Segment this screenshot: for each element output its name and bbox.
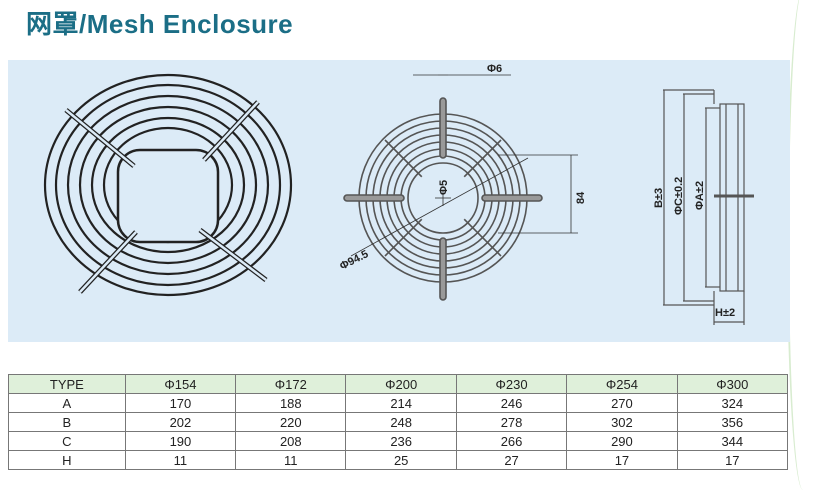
dimension-b-label: B±3 (653, 188, 665, 208)
table-cell: 290 (566, 431, 678, 451)
header-cell: Φ154 (124, 374, 237, 394)
table-cell: 11 (124, 450, 237, 470)
table-row: H 11 11 25 27 17 17 (8, 450, 789, 470)
mesh-front-view (343, 74, 578, 301)
table-cell: 246 (455, 393, 568, 413)
table-cell: 214 (345, 393, 457, 413)
table-cell: 190 (124, 431, 237, 451)
table-header-row: TYPE Φ154 Φ172 Φ200 Φ230 Φ254 Φ300 (8, 374, 789, 394)
bolt-circle-label: Φ94.5 (338, 248, 371, 273)
table-cell: 356 (676, 412, 789, 432)
table-cell: 220 (235, 412, 347, 432)
header-cell: TYPE (8, 374, 126, 394)
decorative-curve (787, 0, 813, 490)
table-cell: 266 (455, 431, 568, 451)
table-cell: 248 (345, 412, 457, 432)
header-cell: Φ172 (235, 374, 347, 394)
table-row: A 170 188 214 246 270 324 (8, 393, 789, 413)
table-cell: 236 (345, 431, 457, 451)
table-cell: 324 (676, 393, 789, 413)
table-cell: 202 (124, 412, 237, 432)
dimension-a-label: ΦA±2 (694, 181, 706, 210)
table-cell: 302 (566, 412, 678, 432)
table-cell: 17 (676, 450, 789, 470)
table-cell: B (8, 412, 126, 432)
table-cell: A (8, 393, 126, 413)
table-cell: H (8, 450, 126, 470)
header-cell: Φ300 (676, 374, 789, 394)
table-cell: 170 (124, 393, 237, 413)
table-cell: 188 (235, 393, 347, 413)
hole-diameter-label: Φ5 (438, 180, 450, 195)
table-cell: 278 (455, 412, 568, 432)
table-cell: 208 (235, 431, 347, 451)
mesh-side-view (663, 89, 754, 325)
page-title: 网罩/Mesh Enclosure (26, 9, 294, 39)
dimension-c-label: ΦC±0.2 (673, 177, 685, 215)
wire-diameter-label: Φ6 (487, 63, 502, 75)
table-cell: 11 (235, 450, 347, 470)
mesh-drawing: Φ6 Φ5 Φ94.5 84 B±3 ΦC±0.2 ΦA±2 H±2 (43, 63, 754, 325)
header-cell: Φ230 (455, 374, 568, 394)
table-cell: 270 (566, 393, 678, 413)
header-cell: Φ254 (566, 374, 678, 394)
drawing-panel: Φ6 Φ5 Φ94.5 84 B±3 ΦC±0.2 ΦA±2 H±2 (8, 60, 790, 342)
table-cell: 17 (566, 450, 678, 470)
dimensions-table: TYPE Φ154 Φ172 Φ200 Φ230 Φ254 Φ300 A 170 1… (8, 374, 789, 470)
header-cell: Φ200 (345, 374, 457, 394)
mesh-perspective-view (43, 73, 293, 297)
table-cell: 27 (455, 450, 568, 470)
table-row: B 202 220 248 278 302 356 (8, 412, 789, 432)
table-cell: 25 (345, 450, 457, 470)
table-row: C 190 208 236 266 290 344 (8, 431, 789, 451)
table-cell: C (8, 431, 126, 451)
table-cell: 344 (676, 431, 789, 451)
hole-spacing-label: 84 (575, 191, 587, 204)
dimension-h-label: H±2 (715, 307, 735, 319)
